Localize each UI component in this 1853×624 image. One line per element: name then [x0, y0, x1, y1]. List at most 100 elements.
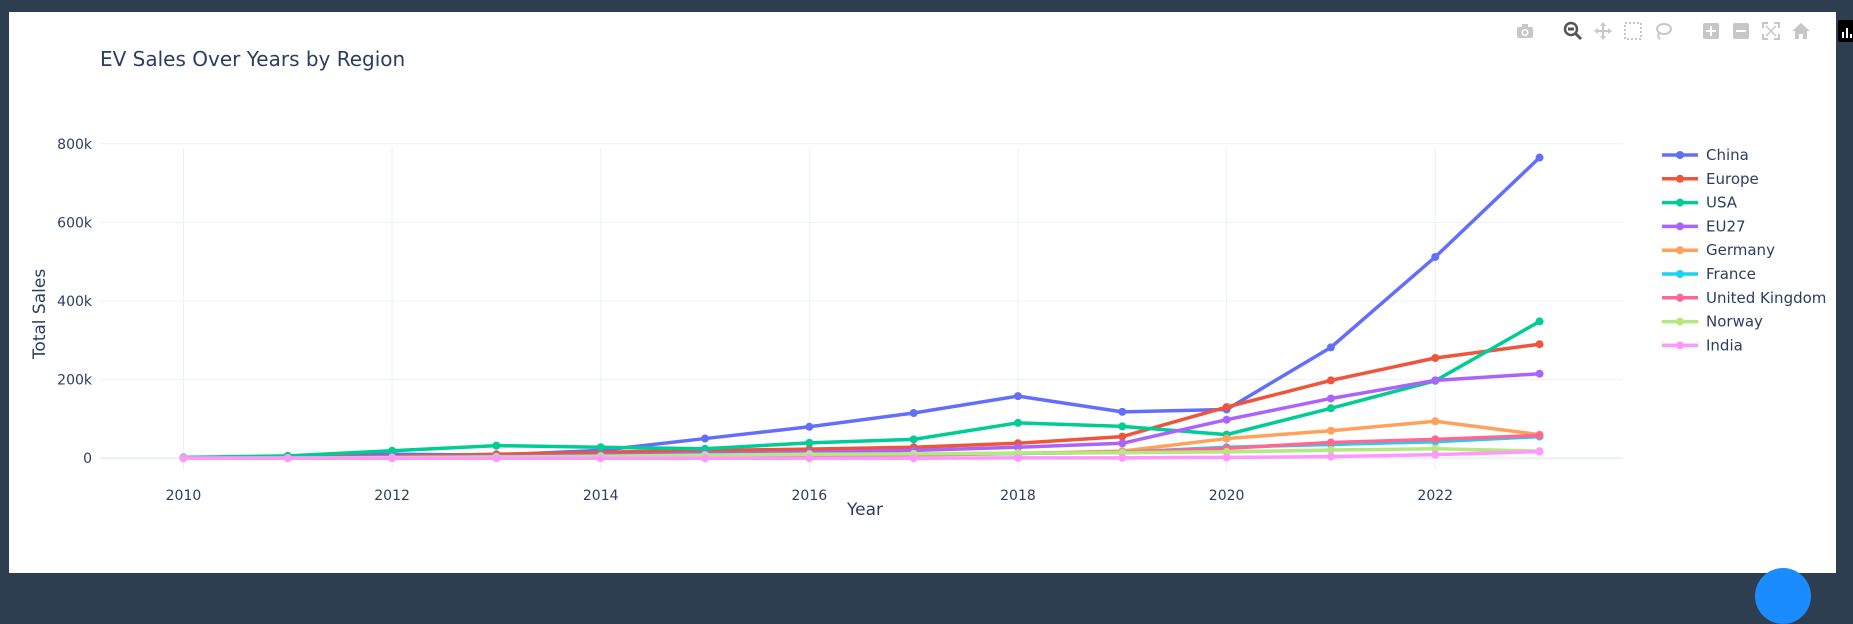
legend-item-norway[interactable]: Norway	[1662, 313, 1763, 331]
autoscale-icon[interactable]	[1760, 20, 1782, 42]
data-point[interactable]	[805, 454, 814, 463]
x-axis-label: Year	[846, 500, 883, 520]
legend-item-china[interactable]: China	[1662, 146, 1749, 164]
data-point[interactable]	[1535, 447, 1544, 456]
legend-label: France	[1706, 265, 1756, 283]
modebar	[1514, 16, 1853, 46]
data-point[interactable]	[805, 438, 814, 447]
series-line-india[interactable]	[183, 449, 1540, 460]
floating-action-button[interactable]	[1755, 568, 1811, 624]
data-point[interactable]	[1013, 418, 1022, 427]
series-group[interactable]	[179, 153, 1544, 463]
legend-item-united-kingdom[interactable]: United Kingdom	[1662, 289, 1826, 307]
data-point[interactable]	[1326, 438, 1335, 447]
legend-item-europe[interactable]: Europe	[1662, 170, 1759, 188]
pan-icon[interactable]	[1592, 20, 1614, 42]
legend-marker	[1676, 317, 1684, 326]
y-tick-label: 400k	[57, 294, 93, 310]
box-select-icon[interactable]	[1622, 20, 1644, 42]
zoom-out-icon[interactable]	[1730, 20, 1752, 42]
data-point[interactable]	[1535, 431, 1544, 440]
x-tick-label: 2022	[1417, 488, 1453, 504]
data-point[interactable]	[1222, 434, 1231, 443]
data-point[interactable]	[1118, 407, 1127, 416]
zoom-in-icon[interactable]	[1700, 20, 1722, 42]
data-point[interactable]	[1326, 404, 1335, 413]
series-line-usa[interactable]	[183, 319, 1541, 460]
data-point[interactable]	[1326, 343, 1335, 352]
data-point[interactable]	[1535, 317, 1544, 326]
legend-marker	[1676, 270, 1684, 278]
data-point[interactable]	[1431, 450, 1440, 459]
data-point[interactable]	[1222, 453, 1231, 462]
data-point[interactable]	[1431, 444, 1440, 453]
camera-icon[interactable]	[1514, 20, 1536, 42]
x-tick-label: 2012	[374, 488, 410, 504]
data-point[interactable]	[1118, 432, 1127, 441]
data-point[interactable]	[1326, 452, 1335, 461]
data-point[interactable]	[1535, 369, 1544, 378]
legend-marker	[1676, 293, 1684, 302]
data-point[interactable]	[1431, 417, 1440, 426]
data-point[interactable]	[1326, 376, 1335, 385]
legend[interactable]: China Europe USA EU27 Germany France United Ki…	[1662, 146, 1826, 354]
legend-item-france[interactable]: France	[1662, 265, 1756, 283]
data-point[interactable]	[909, 454, 918, 463]
plot-container: EV Sales Over Years by Region 0 200k 400k 6…	[9, 12, 1853, 573]
data-point[interactable]	[1431, 252, 1440, 261]
data-point[interactable]	[596, 443, 605, 452]
data-point[interactable]	[1326, 426, 1335, 435]
legend-label: EU27	[1706, 217, 1746, 235]
data-point[interactable]	[1535, 153, 1544, 162]
x-tick-label: 2018	[1000, 488, 1036, 504]
legend-item-germany[interactable]: Germany	[1662, 241, 1775, 259]
legend-label: India	[1706, 336, 1743, 354]
zoom-icon[interactable]	[1562, 20, 1584, 42]
data-point[interactable]	[1118, 453, 1127, 462]
series-china[interactable]	[179, 153, 1544, 462]
reset-axes-icon[interactable]	[1790, 20, 1812, 42]
data-point[interactable]	[805, 422, 814, 431]
legend-item-usa[interactable]: USA	[1662, 194, 1738, 212]
data-point[interactable]	[1118, 439, 1127, 448]
data-point[interactable]	[492, 441, 501, 450]
legend-label: USA	[1706, 194, 1738, 212]
data-point[interactable]	[1535, 340, 1544, 349]
data-point[interactable]	[283, 454, 292, 463]
y-axis-ticks: 0 200k 400k 600k 800k	[57, 137, 93, 467]
data-point[interactable]	[1222, 403, 1231, 412]
series-india[interactable]	[179, 447, 1544, 463]
data-point[interactable]	[701, 454, 710, 463]
legend-label: China	[1706, 146, 1749, 164]
legend-item-eu27[interactable]: EU27	[1662, 217, 1746, 235]
data-point[interactable]	[388, 446, 397, 455]
data-point[interactable]	[1222, 415, 1231, 424]
data-point[interactable]	[1326, 394, 1335, 403]
x-tick-label: 2010	[166, 488, 202, 504]
data-point[interactable]	[1431, 376, 1440, 385]
data-point[interactable]	[1013, 392, 1022, 401]
legend-item-india[interactable]: India	[1662, 336, 1743, 354]
legend-label: Europe	[1706, 170, 1759, 188]
data-point[interactable]	[1431, 435, 1440, 444]
data-point[interactable]	[909, 435, 918, 444]
series-line-china[interactable]	[183, 156, 1541, 460]
plotly-logo-icon[interactable]	[1838, 20, 1853, 42]
data-point[interactable]	[388, 454, 397, 463]
data-point[interactable]	[1013, 443, 1022, 452]
legend-label: Germany	[1706, 241, 1775, 259]
data-point[interactable]	[1326, 445, 1335, 454]
data-point[interactable]	[596, 454, 605, 463]
data-point[interactable]	[909, 409, 918, 418]
y-tick-label: 0	[83, 451, 92, 467]
lasso-select-icon[interactable]	[1652, 20, 1674, 42]
y-axis-label: Total Sales	[30, 269, 50, 360]
data-point[interactable]	[1118, 422, 1127, 431]
chart-title: EV Sales Over Years by Region	[100, 47, 405, 71]
data-point[interactable]	[1431, 353, 1440, 362]
data-point[interactable]	[179, 454, 188, 463]
data-point[interactable]	[1013, 453, 1022, 462]
data-point[interactable]	[701, 434, 710, 443]
data-point[interactable]	[492, 454, 501, 463]
data-point[interactable]	[1222, 447, 1231, 456]
